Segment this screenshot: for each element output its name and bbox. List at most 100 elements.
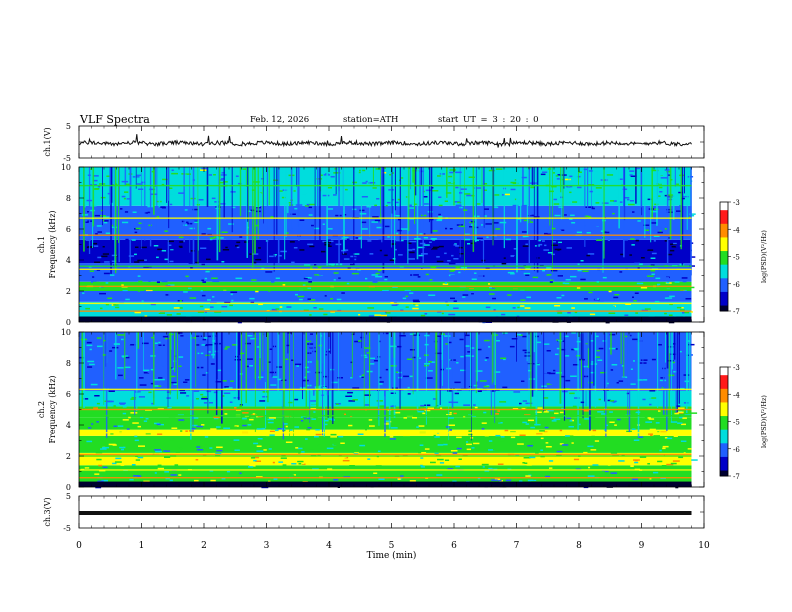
ch1-spectrogram-sferic <box>420 167 422 186</box>
ch2-spectrogram-cell <box>653 361 659 364</box>
ch1-spectrogram-sferic <box>674 167 676 187</box>
ch2-spectrogram-cell <box>403 375 410 378</box>
ch1-spectrogram-cell <box>372 216 379 218</box>
ch1-spectrogram-cell <box>664 312 667 315</box>
ch2-spectrogram-cell <box>561 348 566 351</box>
ch2-spectrogram-sferic <box>351 332 353 378</box>
ch1-spectrogram-cell <box>327 245 332 247</box>
ch1-spectrogram-cell <box>92 179 98 182</box>
ch2-spectrogram-cell <box>554 412 559 415</box>
ch1-spectrogram-cell <box>226 238 233 240</box>
ch2-spectrogram-sferic <box>175 332 177 378</box>
ch1-spectrogram-cell <box>361 221 367 224</box>
ch2-spectrogram-sferic <box>316 332 318 422</box>
ch2-spectrogram-cell <box>270 367 273 369</box>
ch1-spectrogram-cell <box>309 245 315 248</box>
ch1-spectrogram-cell <box>184 173 191 175</box>
ch1-spectrogram-cell <box>431 248 438 250</box>
ch2-spectrogram-cell <box>385 392 391 394</box>
ch1-spectrogram-sferic <box>192 167 195 273</box>
ch2-spectrogram-cell <box>493 448 496 451</box>
ch1-spectrogram-cell <box>149 188 156 191</box>
ch1-spectrogram-cell <box>200 169 207 171</box>
ch2-spectrogram-cell <box>647 417 651 419</box>
ch1-spectrogram-cell <box>397 218 401 221</box>
ch2-spectrogram-cell <box>517 443 524 445</box>
ch1-spectrogram-cell <box>307 298 311 300</box>
ch2-spectrogram-cell <box>355 409 361 412</box>
ch2-spectrogram-cell <box>645 341 651 344</box>
ch1-spectrogram-cell <box>456 177 461 180</box>
ch2-spectrogram-cell <box>359 385 364 387</box>
ch1-spectrogram-cell <box>299 249 305 251</box>
ch1-spectrogram-cell <box>297 295 305 298</box>
ch1-spectrogram-cell <box>594 298 598 301</box>
ch1-spectrogram-colorbar-step <box>720 289 728 293</box>
ch1-spectrogram-cell <box>632 289 637 292</box>
ch2-spectrogram-cell <box>679 350 682 353</box>
ch2-spectrogram-sferic <box>417 332 419 358</box>
ch1-spectrogram-cell <box>197 311 204 313</box>
ch2-spectrogram-cell <box>285 358 289 360</box>
ch1-spectrogram-cell <box>135 246 139 248</box>
ch2-spectrogram-cell <box>681 467 685 469</box>
ch2-spectrogram-cell <box>201 396 207 398</box>
ch1-spectrogram-cell <box>546 267 552 269</box>
ch2-spectrogram-cell <box>666 463 674 466</box>
ch2-spectrogram-cell <box>495 421 501 423</box>
ch2-spectrogram-sferic <box>326 332 329 396</box>
ch1-spectrogram-cell <box>380 314 387 317</box>
ch2-spectrogram-cell <box>209 402 213 404</box>
ch1-spectrogram-sferic <box>343 167 345 251</box>
ch2-spectrogram-cell <box>478 394 486 397</box>
ch2-spectrogram-cell <box>315 371 322 374</box>
ch1-spectrogram-cell <box>586 254 591 257</box>
ch1-spectrogram-cell <box>131 239 136 241</box>
ch2-spectrogram-cell <box>555 334 558 336</box>
ch2-spectrogram-cell <box>173 383 178 385</box>
ch1-spectrogram-cell <box>435 168 442 170</box>
ch1-spectrogram-cell <box>374 204 377 207</box>
ch2-spectrogram-cell <box>606 424 609 427</box>
ch2-spectrogram-cell <box>330 368 335 371</box>
ch2-spectrogram-sferic <box>215 332 218 415</box>
ch1-spectrogram-cell <box>111 254 117 257</box>
ch1-spectrogram-cell <box>602 276 607 279</box>
ch1-spectrogram-cell <box>525 274 530 276</box>
ch1-spectrogram-cell <box>555 229 562 232</box>
ch2-spectrogram-cell <box>249 465 256 467</box>
ch1-spectrogram-sferic <box>149 167 152 247</box>
ch2-spectrogram-cell <box>205 477 209 480</box>
ch1-spectrogram-cell <box>506 170 513 172</box>
ch1-spectrogram-cell <box>436 256 440 258</box>
ch1-spectrogram-cell <box>515 199 522 202</box>
ch1-spectrogram-cell <box>153 283 159 286</box>
ch2-spectrogram-cell <box>552 466 559 469</box>
ch2-spectrogram-cell <box>678 456 684 459</box>
ch1-spectrogram-sferic <box>474 167 477 243</box>
ch1-spectrogram-cell <box>561 294 565 297</box>
ch2-spectrogram-cell <box>89 413 95 416</box>
ch2-spectrogram-cell <box>256 401 259 403</box>
ch1-spectrogram-cell <box>588 216 592 218</box>
ch1-spectrogram-cell <box>436 219 442 222</box>
ch1-spectrogram-cell <box>285 232 289 234</box>
ch1-spectrogram-cell <box>169 241 174 244</box>
ch1-spectrogram-cell <box>378 239 383 242</box>
ch2-spectrogram-cell <box>121 338 124 341</box>
ch1-spectrogram-cell <box>448 313 456 316</box>
ch2-spectrogram-cell <box>161 335 169 338</box>
ch1-spectrogram-cell <box>683 311 689 314</box>
ch1-spectrogram-cell <box>618 201 623 203</box>
ch1-spectrogram-cell <box>220 256 224 258</box>
ch2-spectrogram-cell <box>113 409 117 411</box>
ch1-spectrogram-cell <box>464 238 471 241</box>
ch1-spectrogram-cell <box>470 291 476 294</box>
ch2-spectrogram-sferic <box>134 332 136 416</box>
ch2-spectrogram-sferic <box>283 332 285 423</box>
ch1-spectrogram-cell <box>644 229 649 231</box>
ch2-spectrogram-cell <box>393 411 401 414</box>
ch1-spectrogram-cell <box>689 265 695 267</box>
ch2-spectrogram-cell <box>418 425 425 427</box>
ch2-spectrogram-cell <box>89 348 92 351</box>
